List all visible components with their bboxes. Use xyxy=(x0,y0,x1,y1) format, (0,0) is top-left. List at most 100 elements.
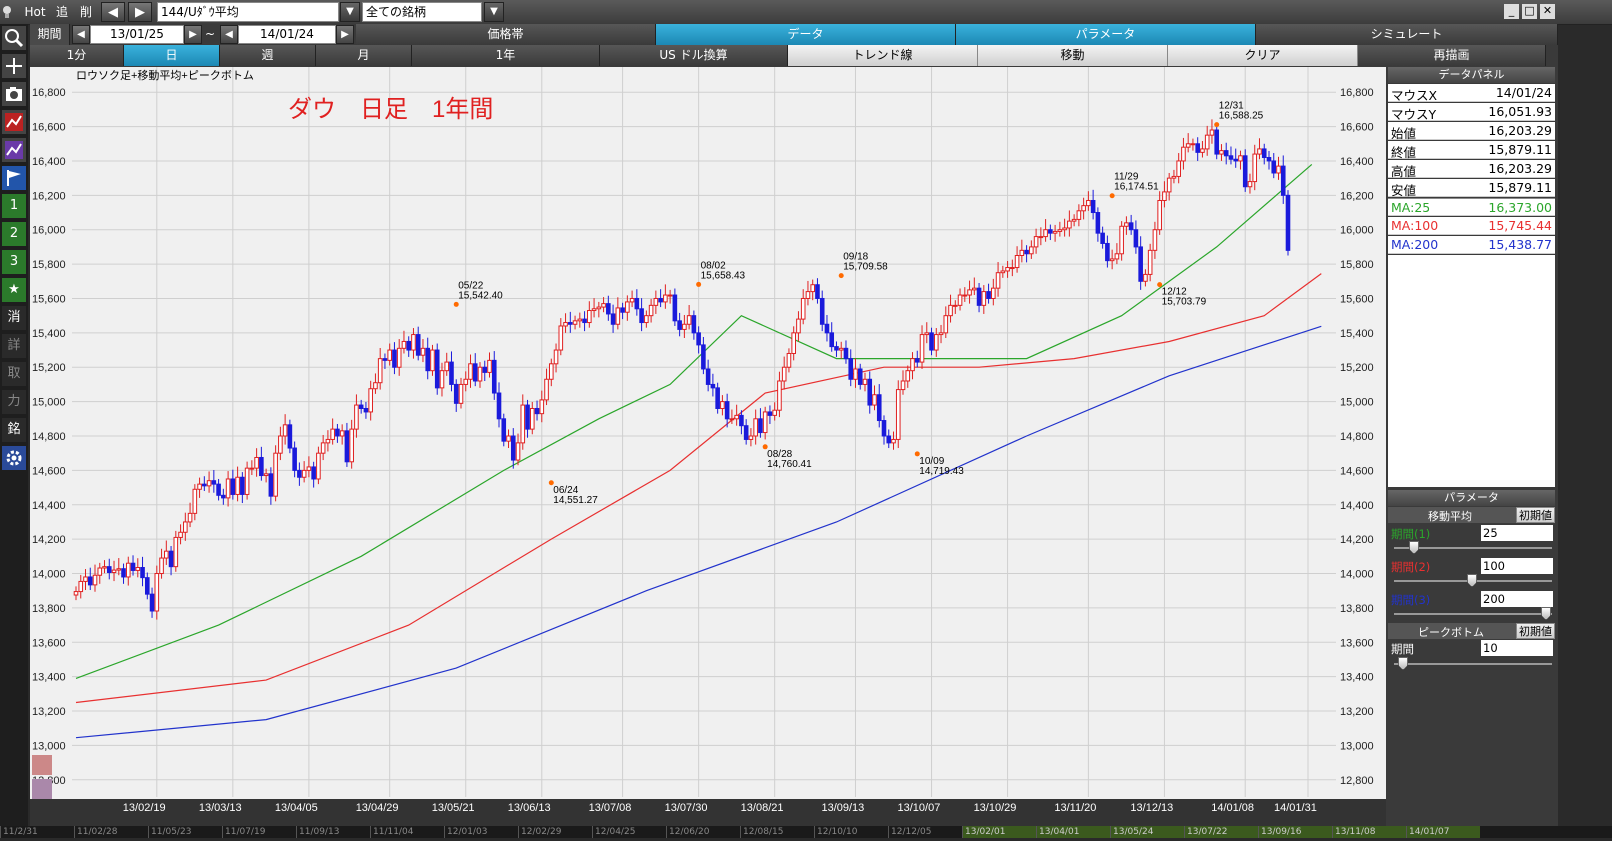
x-tick-label: 13/11/20 xyxy=(1054,802,1096,814)
chart-purple-icon[interactable] xyxy=(2,138,26,162)
slider-thumb[interactable] xyxy=(1409,541,1419,554)
interval-button-3[interactable]: 月 xyxy=(316,45,412,66)
pb-reset-button[interactable]: 初期値 xyxy=(1516,623,1555,639)
text-icon[interactable]: 力 xyxy=(2,390,26,414)
number-icon[interactable]: 3 xyxy=(2,250,26,274)
ma-reset-button[interactable]: 初期値 xyxy=(1516,507,1555,523)
flag-icon[interactable] xyxy=(2,166,26,190)
star-icon[interactable]: ★ xyxy=(2,278,26,302)
delete-button[interactable]: 削 xyxy=(79,5,92,19)
pb-period-slider[interactable] xyxy=(1394,657,1552,671)
hot-button[interactable]: Hot xyxy=(24,5,46,19)
pb-period-input[interactable]: 10 xyxy=(1481,640,1553,656)
gear-icon[interactable] xyxy=(2,446,26,470)
candle-body xyxy=(914,358,920,363)
next-arrow-icon[interactable]: ▶ xyxy=(128,2,152,22)
date-from-input[interactable]: 13/01/25 xyxy=(90,25,184,44)
interval-button-7[interactable]: 移動 xyxy=(978,45,1168,66)
candle-body xyxy=(553,349,559,365)
candle-body xyxy=(962,294,968,297)
period-input[interactable]: 100 xyxy=(1481,558,1553,574)
period-input[interactable]: 25 xyxy=(1481,525,1553,541)
peak-date: 06/24 xyxy=(553,485,578,496)
candle-body xyxy=(610,313,616,325)
candle-body xyxy=(1204,134,1210,150)
chart-red-icon[interactable] xyxy=(32,755,52,775)
chart-red-icon[interactable] xyxy=(2,110,26,134)
candle-body xyxy=(1176,160,1181,177)
candle-body xyxy=(73,591,79,596)
lightbulb-icon[interactable] xyxy=(2,2,12,22)
prev-date-icon[interactable]: ◀ xyxy=(72,25,90,44)
interval-button-5[interactable]: US ドル換算 xyxy=(600,45,788,66)
search-icon[interactable] xyxy=(2,26,26,50)
tab-0[interactable]: 価格帯 xyxy=(356,24,656,45)
next-date-icon[interactable]: ▶ xyxy=(336,25,354,44)
period-input[interactable]: 200 xyxy=(1481,591,1553,607)
interval-button-8[interactable]: クリア xyxy=(1168,45,1358,66)
plus-icon[interactable] xyxy=(2,54,26,78)
navigator-tick: 11/05/23 xyxy=(148,826,222,838)
number-icon[interactable]: 1 xyxy=(2,194,26,218)
slider-thumb[interactable] xyxy=(1467,574,1477,587)
candle-body xyxy=(496,392,502,420)
tab-3[interactable]: シミュレート xyxy=(1256,24,1558,45)
minimize-icon[interactable]: _ xyxy=(1504,4,1519,19)
peak-value: 15,703.79 xyxy=(1162,297,1207,308)
candle-body xyxy=(929,332,934,351)
prev-arrow-icon[interactable]: ◀ xyxy=(101,2,125,22)
text-icon[interactable]: 銘 xyxy=(2,418,26,442)
interval-button-0[interactable]: 1分 xyxy=(30,45,124,66)
candle-body xyxy=(259,456,264,477)
chevron-down-icon[interactable]: ▼ xyxy=(340,2,360,22)
slider-thumb[interactable] xyxy=(1541,607,1551,620)
date-to-input[interactable]: 14/01/24 xyxy=(238,25,336,44)
param-header: パラメータ xyxy=(1388,490,1555,506)
candle-body xyxy=(648,304,654,317)
tab-1[interactable]: データ xyxy=(656,24,956,45)
period-slider[interactable] xyxy=(1394,574,1552,588)
price-chart[interactable]: 16,800 16,800 16,600 16,600 16,400 16,400 16,2… xyxy=(30,67,1386,838)
maximize-icon[interactable]: □ xyxy=(1522,4,1537,19)
chart-purple-icon[interactable] xyxy=(32,779,52,799)
candle-body xyxy=(320,442,326,454)
candle-body xyxy=(986,291,991,299)
candle-body xyxy=(1171,175,1177,179)
period-slider[interactable] xyxy=(1394,541,1552,555)
y-tick-right: 13,000 xyxy=(1340,740,1374,752)
tool-label: 3 xyxy=(9,254,19,269)
y-tick-left: 15,400 xyxy=(32,328,66,340)
candle-body xyxy=(254,456,259,469)
ma-title: 移動平均 xyxy=(1428,510,1472,523)
text-icon[interactable]: 消 xyxy=(2,306,26,330)
interval-button-2[interactable]: 週 xyxy=(220,45,316,66)
group-select[interactable]: 全ての銘柄 xyxy=(362,2,482,22)
candle-body xyxy=(444,361,450,372)
candle-body xyxy=(895,389,901,440)
y-tick-right: 16,400 xyxy=(1340,156,1374,168)
navigator-tick: 12/10/10 xyxy=(814,826,888,838)
text-icon[interactable]: 詳 xyxy=(2,334,26,358)
navigator-strip[interactable]: 11/2/31 11/02/28 11/05/23 11/07/19 11/09/13 1… xyxy=(0,826,1612,838)
next-date-icon[interactable]: ▶ xyxy=(184,25,202,44)
close-icon[interactable]: ✕ xyxy=(1540,4,1555,19)
peak-marker xyxy=(453,301,459,307)
y-tick-left: 15,200 xyxy=(32,362,66,374)
period-slider[interactable] xyxy=(1394,607,1552,621)
symbol-select[interactable]: 144/Uﾀﾞｳ平均 xyxy=(157,2,339,22)
candle-body xyxy=(420,347,426,356)
interval-button-1[interactable]: 日 xyxy=(124,45,220,66)
camera-icon[interactable] xyxy=(2,82,26,106)
candle-body xyxy=(1124,222,1129,227)
add-button[interactable]: 追 xyxy=(55,5,68,19)
number-icon[interactable]: 2 xyxy=(2,222,26,246)
y-tick-left: 14,800 xyxy=(32,431,66,443)
interval-button-4[interactable]: 1年 xyxy=(412,45,600,66)
chevron-down-icon[interactable]: ▼ xyxy=(484,2,504,22)
interval-button-9[interactable]: 再描画 xyxy=(1358,45,1546,66)
data-value: 16,373.00 xyxy=(1488,200,1552,215)
interval-button-6[interactable]: トレンド線 xyxy=(788,45,978,66)
tab-2[interactable]: パラメータ xyxy=(956,24,1256,45)
text-icon[interactable]: 取 xyxy=(2,362,26,386)
prev-date-icon[interactable]: ◀ xyxy=(220,25,238,44)
